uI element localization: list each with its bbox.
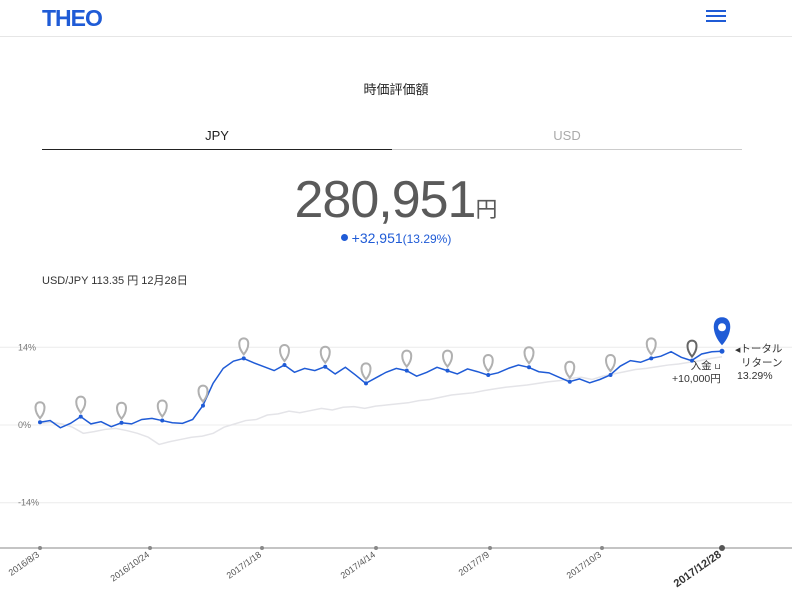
- deposit-marker: [319, 345, 331, 369]
- deposit-marker: [482, 354, 494, 378]
- change-percent: (13.29%): [402, 232, 452, 246]
- deposit-icon: ⊔: [714, 362, 721, 371]
- deposit-marker: [238, 337, 250, 361]
- deposit-marker: [279, 344, 290, 368]
- deposit-marker: [34, 401, 46, 425]
- deposit-amount: +10,000円: [672, 373, 721, 385]
- valuation-change: +32,951(13.29%): [0, 230, 792, 246]
- total-return-line: [39, 350, 723, 429]
- y-tick-label: -14%: [18, 498, 39, 508]
- total-return-label-1: トータル: [740, 343, 783, 355]
- x-tick-dot: [600, 546, 604, 550]
- currency-tabs: JPY USD: [42, 128, 742, 150]
- deposit-marker: [401, 349, 413, 373]
- valuation-amount: 280,951円: [0, 170, 792, 230]
- x-tick-label: 2017/4/14: [339, 549, 378, 580]
- x-tick-dot: [148, 546, 152, 550]
- x-tick-dot: [38, 546, 42, 550]
- change-value: +32,951: [351, 230, 403, 246]
- caret-left-icon: ◀: [735, 347, 741, 354]
- deposit-marker: [360, 362, 372, 386]
- x-tick-label: 2017/10/3: [565, 549, 604, 580]
- dot-icon: [340, 234, 348, 241]
- x-tick-dot: [719, 545, 725, 551]
- tab-jpy[interactable]: JPY: [42, 128, 392, 150]
- deposit-marker: [116, 401, 127, 425]
- page-title: 時価評価額: [363, 82, 429, 97]
- deposit-annotation: 入金 ⊔ +10,000円: [672, 360, 721, 386]
- x-tick-label: 2016/10/24: [109, 549, 152, 583]
- deposit-marker: [523, 346, 535, 370]
- deposit-marker: [645, 337, 657, 361]
- amount-value: 280,951: [294, 171, 477, 229]
- total-return-value: 13.29%: [737, 370, 773, 382]
- deposit-marker: [442, 349, 453, 373]
- top-header: THEO: [0, 0, 792, 37]
- deposit-marker: [156, 399, 168, 423]
- x-tick-label: 2016/8/3: [7, 549, 41, 577]
- fx-rate: USD/JPY 113.35 円 12月28日: [42, 275, 188, 287]
- deposit-marker: [197, 384, 209, 408]
- deposit-marker: [605, 354, 616, 378]
- total-return-annotation: ◀トータル リターン 13.29%: [735, 343, 782, 383]
- deposit-label: 入金: [690, 360, 712, 372]
- deposit-marker: [564, 360, 576, 384]
- x-tick-dot: [488, 546, 492, 550]
- x-tick-label: 2017/1/18: [225, 549, 264, 580]
- deposit-marker: [75, 395, 87, 419]
- total-return-label-2: リターン: [741, 357, 783, 369]
- deposit-marker: [686, 339, 698, 363]
- x-tick-dot: [260, 546, 264, 550]
- performance-chart[interactable]: 14% 0% -14% 2016/8/3 2016/10/24 2017/1/18 201…: [0, 300, 792, 616]
- x-tick-label: 2017/7/9: [457, 549, 491, 577]
- y-tick-label: 0%: [18, 420, 31, 430]
- y-tick-label: 14%: [18, 342, 36, 352]
- tab-usd[interactable]: USD: [392, 128, 742, 150]
- theo-logo[interactable]: THEO: [42, 5, 103, 31]
- benchmark-line: [39, 355, 723, 446]
- x-tick-label: 2017/12/28: [672, 549, 724, 590]
- x-tick-dot: [374, 546, 378, 550]
- amount-unit: 円: [475, 197, 498, 222]
- hamburger-icon[interactable]: [706, 10, 726, 24]
